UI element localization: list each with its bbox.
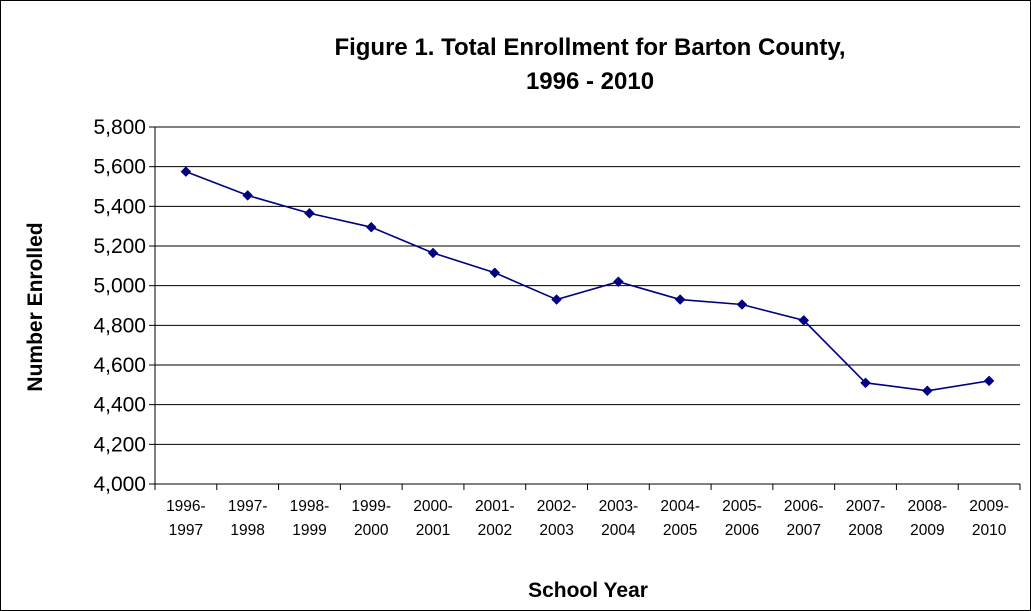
data-point: [798, 315, 810, 326]
data-point: [489, 267, 501, 279]
x-tick-label: 1999-2000: [351, 498, 391, 539]
y-tick-label: 4,600: [93, 354, 146, 377]
y-axis-title: Number Enrolled: [24, 222, 47, 391]
x-tick-label: 1997-1998: [228, 498, 268, 539]
y-tick-label: 5,200: [93, 235, 146, 258]
chart-title-line-2: 1996 - 2010: [526, 68, 654, 95]
x-tick-label: 2005-2006: [722, 498, 762, 539]
series-line: [185, 170, 990, 392]
y-tick-label: 5,600: [93, 156, 146, 179]
x-tick-label: 2009-2010: [969, 498, 1009, 539]
data-point: [736, 299, 748, 310]
x-tick-label: 2000-2001: [413, 498, 453, 539]
data-point: [674, 294, 686, 305]
y-tick-labels: 4,000 4,200 4,400 4,600 4,800 5,000 5,200 5,400…: [93, 116, 146, 496]
data-point: [427, 247, 439, 259]
x-tick-label: 2001-2002: [475, 498, 515, 539]
x-axis-title: School Year: [528, 579, 648, 602]
y-tick-label: 5,000: [93, 275, 146, 298]
x-tick-label: 2007-2008: [846, 498, 886, 539]
x-tick-labels: 1996-1997 1997-1998 1998-1999 1999-2000 2000…: [166, 498, 1009, 539]
data-point: [860, 377, 871, 389]
data-point: [304, 207, 315, 219]
series-enrollment: [180, 166, 995, 397]
x-tick-label: 2004-2005: [660, 498, 700, 539]
data-point: [242, 190, 254, 201]
x-tick-label: 2002-2003: [537, 498, 577, 539]
data-point: [983, 375, 995, 387]
x-tick-label: 2008-2009: [907, 498, 947, 539]
data-point: [613, 276, 624, 288]
data-point: [365, 221, 377, 233]
x-tick-label: 1996-1997: [166, 498, 206, 539]
x-tick-label: 2006-2007: [784, 498, 824, 539]
data-point: [551, 294, 562, 305]
x-tick-label: 2003-2004: [599, 498, 639, 539]
data-point: [180, 166, 192, 177]
chart-title-line-1: Figure 1. Total Enrollment for Barton Co…: [334, 34, 845, 61]
y-tick-label: 5,400: [93, 195, 146, 218]
y-tick-label: 4,800: [93, 314, 146, 337]
data-point: [921, 385, 933, 397]
y-tick-label: 5,800: [93, 116, 146, 139]
y-tick-label: 4,000: [93, 473, 146, 496]
gridlines: [155, 126, 1020, 445]
y-tick-label: 4,400: [93, 394, 146, 417]
axes: [149, 126, 1021, 490]
x-tick-label: 1998-1999: [290, 498, 330, 539]
y-tick-label: 4,200: [93, 433, 146, 456]
